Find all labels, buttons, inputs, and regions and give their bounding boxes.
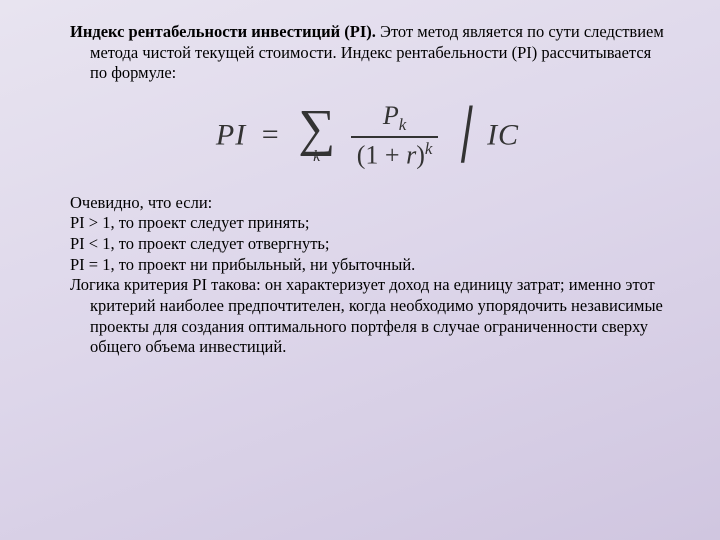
fraction-denominator: (1 + r)k [351,138,439,169]
line-5: Логика критерия PI такова: он характериз… [70,275,665,358]
formula-ic: IC [487,118,519,151]
line-3: PI < 1, то проект следует отвергнуть; [70,234,665,255]
fraction-numerator: Pk [351,102,439,138]
conclusion-paragraph: Очевидно, что если: PI > 1, то проект сл… [70,193,665,358]
line-4: PI = 1, то проект ни прибыльный, ни убыт… [70,255,665,276]
formula-container: PI = ∑ k Pk (1 + r)k / IC [70,102,665,169]
formula-sigma-block: ∑ k [298,106,335,165]
formula-equals: = [262,118,279,151]
num-sub: k [399,115,407,134]
den-one: 1 [365,140,378,169]
num-p: P [383,101,399,130]
den-r: r [406,140,416,169]
intro-title: Индекс рентабельности инвестиций (PI). [70,22,376,41]
intro-paragraph: Индекс рентабельности инвестиций (PI). Э… [70,22,665,84]
slide: Индекс рентабельности инвестиций (PI). Э… [0,0,720,540]
line-1: Очевидно, что если: [70,193,665,214]
den-close: ) [416,140,425,169]
den-sup: k [425,139,433,158]
line-2: PI > 1, то проект следует принять; [70,213,665,234]
formula-fraction: Pk (1 + r)k [351,102,439,169]
formula-lhs: PI [216,118,246,151]
den-plus: + [378,140,406,169]
formula: PI = ∑ k Pk (1 + r)k / IC [216,102,519,169]
